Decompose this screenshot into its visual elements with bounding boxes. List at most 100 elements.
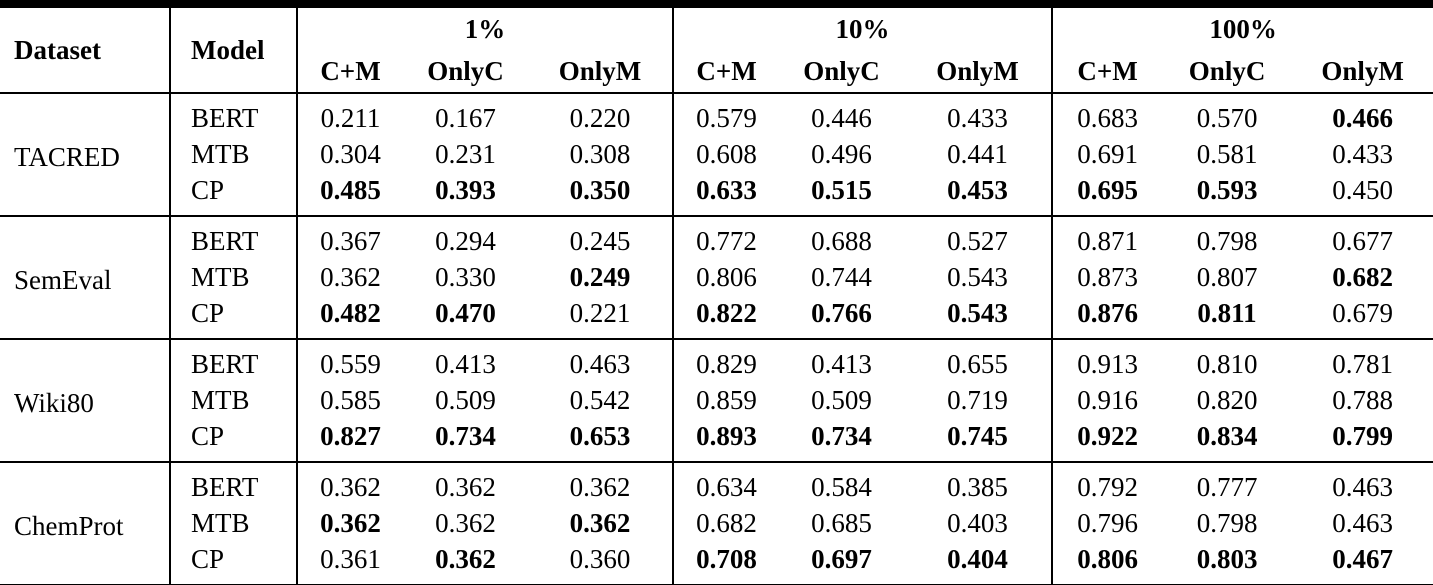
value-cell: 0.360 (569, 543, 631, 574)
value-cell: 0.413 (779, 338, 905, 382)
value-cell: 0.922 (1051, 418, 1163, 462)
value-cell: 0.810 (1162, 338, 1293, 382)
value-cell: 0.220 (528, 92, 674, 136)
value-cell: 0.806 (1051, 541, 1163, 584)
value-cell: 0.744 (811, 261, 872, 292)
value-cell: 0.466 (1292, 92, 1433, 136)
value-cell: 0.798 (1162, 215, 1293, 259)
dataset-column-header: Dataset (14, 34, 101, 65)
value-cell: 0.633 (672, 172, 780, 216)
value-cell: 0.781 (1292, 338, 1433, 382)
value-cell: 0.682 (1332, 261, 1393, 292)
value-cell: 0.697 (811, 543, 872, 574)
value-cell: 0.463 (528, 338, 674, 382)
model-cell: MTB (169, 505, 297, 541)
value-cell: 0.792 (1051, 461, 1163, 505)
value-cell: 0.593 (1196, 174, 1258, 205)
value-cell: 0.803 (1196, 543, 1258, 574)
value-cell: 0.433 (1332, 138, 1393, 169)
col-header: C+M (672, 50, 780, 93)
table-row: SemEval BERT 0.367 0.294 0.245 0.772 0.6… (0, 215, 1433, 339)
value-cell: 0.362 (296, 259, 403, 295)
results-table: Dataset Model 1% 10% 100% C+M OnlyC Only… (0, 8, 1433, 584)
value-cell: 0.362 (403, 461, 528, 505)
value-cell: 0.330 (435, 261, 496, 292)
group-header-10pct: 10% (672, 8, 1053, 50)
value-cell: 0.211 (296, 92, 403, 136)
value-cell: 0.167 (403, 92, 528, 136)
value-cell: 0.231 (435, 138, 496, 169)
value-cell: 0.527 (904, 215, 1053, 259)
col-header: OnlyM (1321, 55, 1404, 86)
value-cell: 0.766 (811, 297, 872, 328)
model-cell: BERT (169, 461, 297, 505)
table-row: Wiki80 BERT 0.559 0.413 0.463 0.829 0.41… (0, 338, 1433, 462)
value-cell: 0.798 (1196, 507, 1258, 538)
value-cell: 0.350 (569, 174, 631, 205)
value-cell: 0.859 (672, 382, 780, 418)
value-cell: 0.584 (779, 461, 905, 505)
col-header: C+M (1051, 50, 1163, 93)
value-cell: 0.496 (811, 138, 872, 169)
value-cell: 0.608 (672, 136, 780, 172)
value-cell: 0.450 (1332, 174, 1393, 205)
value-cell: 0.876 (1051, 295, 1163, 339)
value-cell: 0.655 (904, 338, 1053, 382)
col-header: OnlyM (558, 55, 642, 86)
col-header: C+M (296, 50, 403, 93)
value-cell: 0.708 (672, 541, 780, 584)
table-row: MTB 0.362 0.362 0.362 0.682 0.685 0.403 … (0, 505, 1433, 541)
model-cell: CP (169, 541, 297, 584)
value-cell: 0.362 (528, 461, 674, 505)
value-cell: 0.221 (569, 297, 631, 328)
col-header: OnlyC (803, 55, 880, 86)
value-cell: 0.807 (1196, 261, 1258, 292)
value-cell: 0.788 (1332, 384, 1393, 415)
value-cell: 0.683 (1051, 92, 1163, 136)
value-cell: 0.679 (1332, 297, 1393, 328)
header-group-row: Dataset Model 1% 10% 100% (0, 8, 1433, 93)
value-cell: 0.772 (672, 215, 780, 259)
value-cell: 0.362 (296, 505, 403, 541)
model-cell: BERT (169, 338, 297, 382)
table-row: MTB 0.585 0.509 0.542 0.859 0.509 0.719 … (0, 382, 1433, 418)
value-cell: 0.811 (1197, 297, 1257, 328)
table-row: MTB 0.362 0.330 0.249 0.806 0.744 0.543 … (0, 259, 1433, 295)
value-cell: 0.682 (672, 505, 780, 541)
value-cell: 0.245 (528, 215, 674, 259)
value-cell: 0.734 (435, 420, 496, 451)
col-header: OnlyM (936, 55, 1019, 86)
value-cell: 0.579 (672, 92, 780, 136)
value-cell: 0.542 (569, 384, 631, 415)
value-cell: 0.829 (672, 338, 780, 382)
value-cell: 0.509 (435, 384, 496, 415)
table-row: CP 0.482 0.470 0.221 0.822 0.766 0.543 0… (0, 295, 1433, 339)
group-header-1pct: 1% (295, 8, 674, 50)
model-cell: CP (169, 418, 297, 462)
model-cell: MTB (169, 259, 297, 295)
model-cell: MTB (169, 382, 297, 418)
col-header: OnlyC (427, 55, 504, 86)
value-cell: 0.304 (296, 136, 403, 172)
model-cell: BERT (169, 92, 297, 136)
value-cell: 0.827 (296, 418, 403, 462)
value-cell: 0.873 (1051, 259, 1163, 295)
model-cell: MTB (169, 136, 297, 172)
value-cell: 0.509 (811, 384, 872, 415)
value-cell: 0.308 (569, 138, 631, 169)
value-cell: 0.570 (1162, 92, 1293, 136)
value-cell: 0.543 (947, 261, 1008, 292)
value-cell: 0.482 (296, 295, 403, 339)
model-cell: BERT (169, 215, 297, 259)
value-cell: 0.685 (811, 507, 872, 538)
dataset-cell: Wiki80 (0, 338, 170, 462)
dataset-cell: SemEval (0, 215, 170, 339)
value-cell: 0.581 (1196, 138, 1258, 169)
value-cell: 0.441 (947, 138, 1008, 169)
value-cell: 0.916 (1051, 382, 1163, 418)
value-cell: 0.361 (296, 541, 403, 584)
table-row: TACRED BERT 0.211 0.167 0.220 0.579 0.44… (0, 92, 1433, 216)
model-column-header: Model (169, 8, 297, 93)
value-cell: 0.653 (569, 420, 631, 451)
value-cell: 0.893 (672, 418, 780, 462)
